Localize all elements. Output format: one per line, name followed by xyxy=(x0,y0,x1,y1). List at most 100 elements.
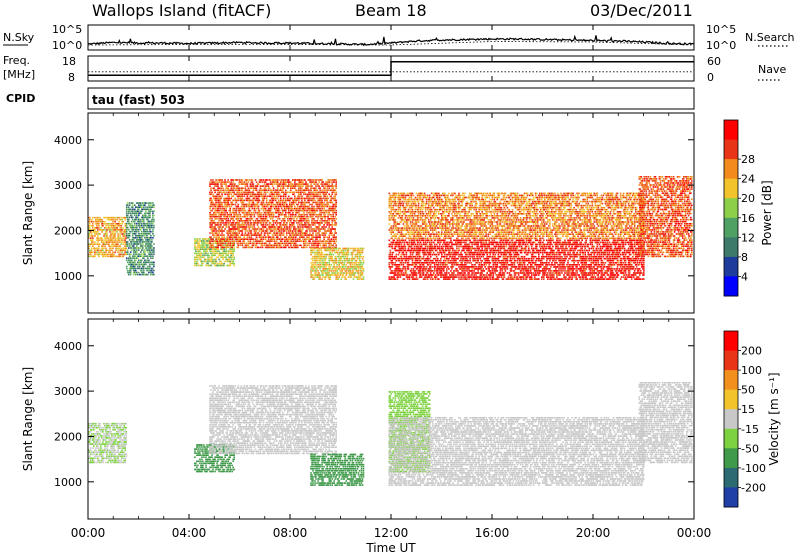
echo-cell xyxy=(91,233,93,235)
echo-cell xyxy=(147,257,149,259)
echo-cell xyxy=(134,266,136,268)
nave-tick-bottom: 0 xyxy=(707,71,714,84)
echo-cell xyxy=(136,264,138,266)
nsky-label: N.Sky xyxy=(3,31,35,44)
echo-cell xyxy=(134,249,136,251)
echo-cell xyxy=(89,221,91,223)
echo-cell xyxy=(153,249,155,251)
echo-cell xyxy=(139,227,141,229)
echo-cell xyxy=(201,265,203,267)
nsearch-tick-top: 10^5 xyxy=(706,23,736,36)
echo-cell xyxy=(129,255,131,257)
echo-cell xyxy=(126,223,128,225)
echo-cell xyxy=(97,217,99,219)
echo-cell xyxy=(130,253,132,255)
echo-cell xyxy=(150,274,152,276)
echo-cell xyxy=(99,243,101,245)
echo-cell xyxy=(130,231,132,233)
echo-cell xyxy=(128,229,130,231)
echo-cell xyxy=(109,241,111,243)
echo-cell xyxy=(203,240,205,242)
echo-cell xyxy=(135,270,137,272)
echo-cell xyxy=(135,260,137,262)
echo-cell xyxy=(148,204,150,206)
echo-cell xyxy=(197,263,199,265)
echo-cell xyxy=(133,229,135,231)
echo-cell xyxy=(152,237,154,239)
echo-cell xyxy=(92,227,94,229)
echo-cell xyxy=(140,251,142,253)
echo-cell xyxy=(152,257,154,259)
echo-cell xyxy=(151,241,153,243)
echo-cell xyxy=(205,253,207,255)
echo-cell xyxy=(126,260,128,262)
echo-cell xyxy=(148,260,150,262)
echo-cell xyxy=(205,261,207,263)
echo-cell xyxy=(121,229,123,231)
echo-cell xyxy=(143,221,145,223)
echo-cell xyxy=(139,223,141,225)
echo-cell xyxy=(132,225,134,227)
echo-cell xyxy=(92,235,94,237)
echo-cell xyxy=(203,244,205,246)
echo-cell xyxy=(146,202,148,204)
echo-cell xyxy=(127,202,129,204)
echo-cell xyxy=(198,242,200,244)
echo-cell xyxy=(119,254,121,256)
echo-cell xyxy=(206,250,208,252)
echo-cell xyxy=(140,219,142,221)
echo-cell xyxy=(129,223,131,225)
echo-cell xyxy=(120,227,122,229)
echo-cell xyxy=(204,242,206,244)
echo-cell xyxy=(131,221,133,223)
echo-cell xyxy=(195,250,197,252)
echo-cell xyxy=(136,272,138,274)
echo-cell xyxy=(128,219,130,221)
echo-cell xyxy=(124,239,126,241)
echo-cell xyxy=(109,252,111,254)
echo-cell xyxy=(141,255,143,257)
echo-cell xyxy=(134,215,136,217)
echo-cell xyxy=(114,241,116,243)
echo-cell xyxy=(126,257,128,259)
echo-cell xyxy=(110,229,112,231)
echo-cell xyxy=(144,237,146,239)
nsky-tick-bottom: 10^0 xyxy=(52,39,82,52)
echo-cell xyxy=(141,204,143,206)
echo-cell xyxy=(139,268,141,270)
echo-cell xyxy=(105,227,107,229)
echo-cell xyxy=(100,227,102,229)
echo-cell xyxy=(151,245,153,247)
noise-series xyxy=(88,35,694,45)
echo-cell xyxy=(89,217,91,219)
echo-cell xyxy=(137,266,139,268)
echo-cell xyxy=(207,263,209,265)
echo-cell xyxy=(147,251,149,253)
echo-cell xyxy=(148,241,150,243)
echo-cell xyxy=(153,262,155,264)
echo-cell xyxy=(150,237,152,239)
echo-cell xyxy=(98,227,100,229)
echo-cell xyxy=(114,221,116,223)
echo-cell xyxy=(106,235,108,237)
echo-cell xyxy=(140,247,142,249)
echo-cell xyxy=(132,219,134,221)
echo-cell xyxy=(133,245,135,247)
echo-cell xyxy=(89,225,91,227)
echo-cell xyxy=(125,248,127,250)
echo-cell xyxy=(196,265,198,267)
echo-cell xyxy=(108,223,110,225)
echo-cell xyxy=(153,235,155,237)
echo-cell xyxy=(194,265,196,267)
echo-cell xyxy=(153,206,155,208)
echo-cell xyxy=(114,252,116,254)
echo-cell xyxy=(126,233,128,235)
echo-cell xyxy=(141,253,143,255)
echo-cell xyxy=(132,217,134,219)
echo-cell xyxy=(123,233,125,235)
echo-cell xyxy=(131,260,133,262)
echo-cell xyxy=(196,261,198,263)
echo-cell xyxy=(98,256,100,258)
echo-cell xyxy=(149,239,151,241)
echo-cell xyxy=(151,225,153,227)
